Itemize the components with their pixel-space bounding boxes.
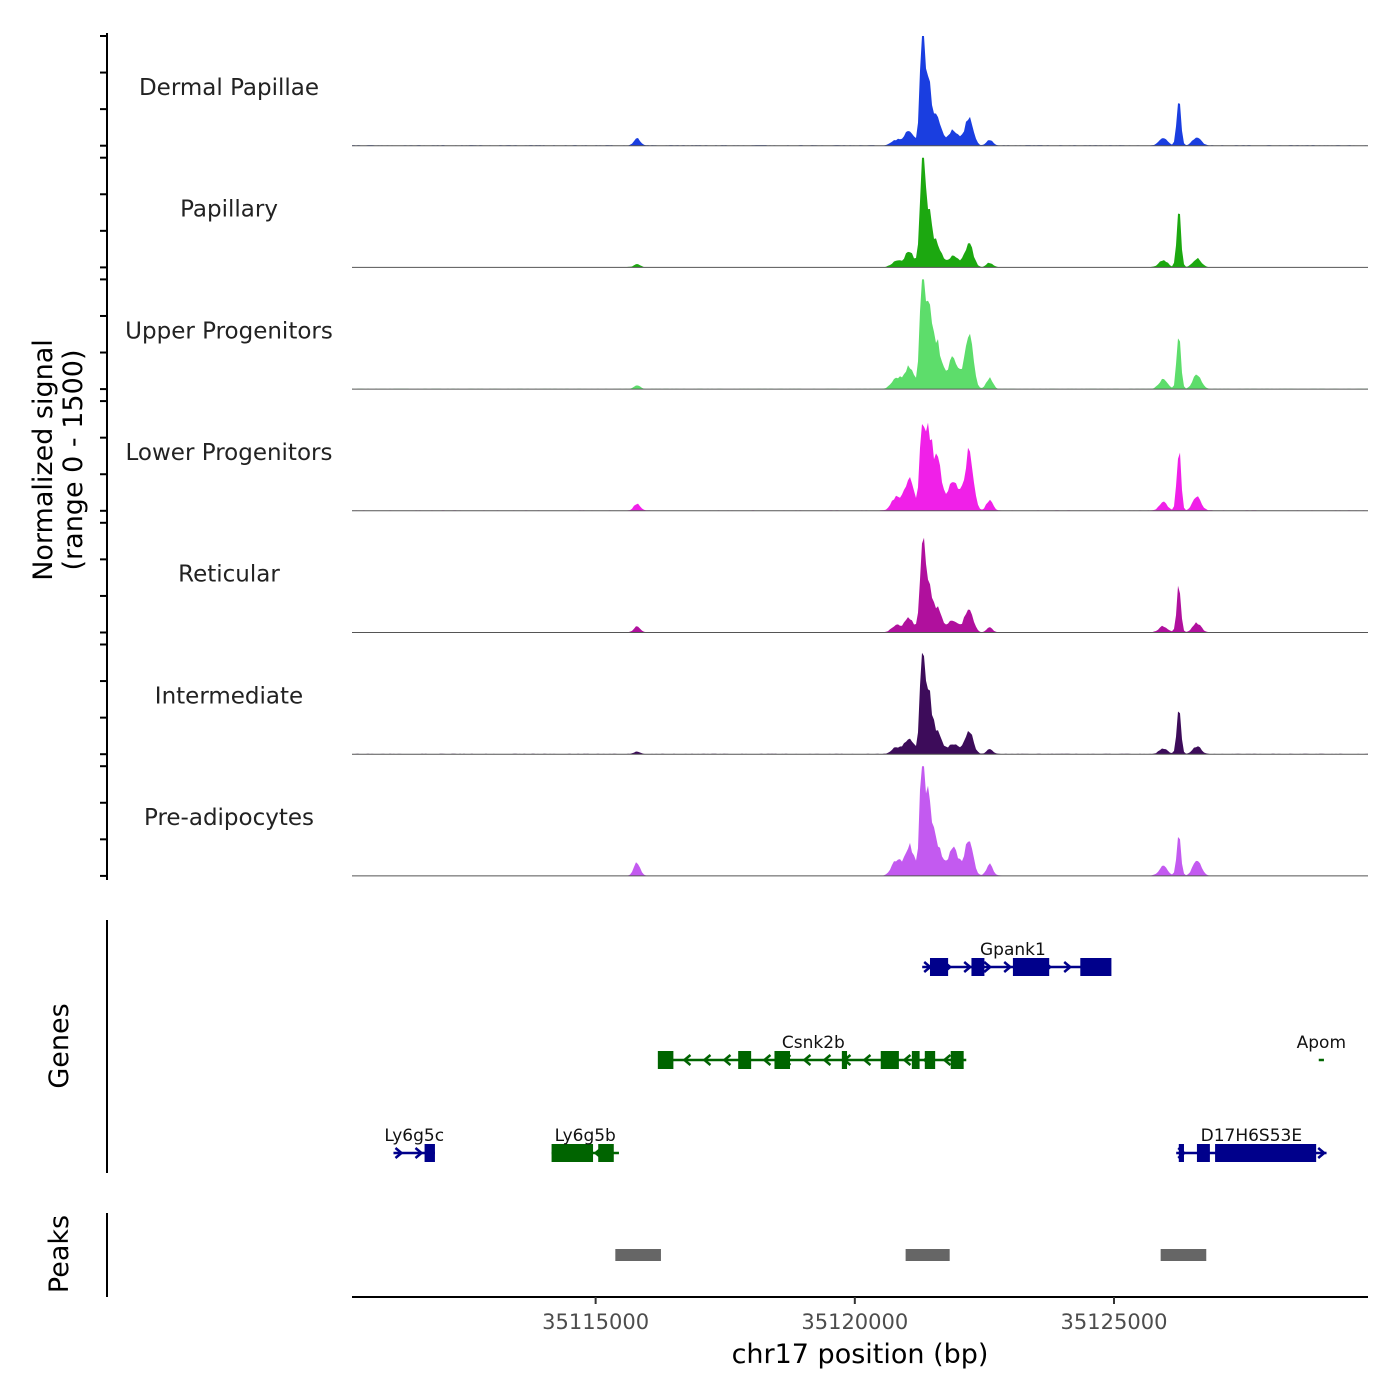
y-axis-label-line2: (range 0 - 1500): [58, 350, 89, 571]
track-papillary: Papillary: [180, 157, 1368, 268]
strand-arrow: [702, 1054, 712, 1066]
x-tick-label: 35120000: [801, 1310, 908, 1334]
track-label-pre-adipocytes: Pre-adipocytes: [144, 805, 314, 831]
gene-gpank1: Gpank1: [922, 940, 1112, 976]
track-label-papillary: Papillary: [180, 197, 278, 223]
gene-csnk2b: Csnk2b: [657, 1033, 967, 1069]
gene-label-apom: Apom: [1297, 1033, 1346, 1053]
peak-region: [615, 1249, 661, 1261]
exon: [1080, 958, 1112, 976]
track-label-dermal-papillae: Dermal Papillae: [139, 75, 319, 101]
x-axis: 35115000 35120000 35125000: [352, 1296, 1368, 1334]
strand-arrow: [722, 1054, 732, 1066]
signal-axis: [100, 33, 108, 880]
strand-arrow: [762, 1054, 772, 1066]
x-tick-label: 35125000: [1061, 1310, 1168, 1334]
exon: [774, 1051, 791, 1069]
strand-arrow: [1317, 1147, 1327, 1159]
exon: [924, 1051, 936, 1069]
exon: [551, 1144, 594, 1162]
gene-label-ly6g5b: Ly6g5b: [555, 1126, 616, 1146]
gene-ly6g5b: Ly6g5b: [551, 1126, 619, 1162]
signal-area-upper-progenitors: [352, 279, 1368, 390]
signal-area-dermal-papillae: [352, 36, 1368, 146]
strand-arrow: [1003, 961, 1013, 973]
exon: [598, 1144, 614, 1162]
signal-area-pre-adipocytes: [352, 766, 1368, 876]
gene-d17h6s53e: D17H6S53E: [1176, 1126, 1327, 1162]
exon: [424, 1144, 435, 1162]
exon: [1012, 958, 1050, 976]
y-axis-label-line1: Normalized signal: [28, 339, 59, 581]
signal-area-papillary: [352, 157, 1368, 268]
track-label-reticular: Reticular: [178, 562, 280, 588]
track-intermediate: Intermediate: [155, 652, 1368, 755]
strand-arrow: [414, 1147, 424, 1159]
peak-region: [905, 1249, 950, 1261]
signal-area-reticular: [352, 537, 1368, 633]
track-upper-progenitors: Upper Progenitors: [125, 279, 1368, 390]
exon: [929, 958, 949, 976]
strand-arrow: [862, 1054, 872, 1066]
track-lower-progenitors: Lower Progenitors: [126, 422, 1368, 512]
exon: [971, 958, 985, 976]
track-dermal-papillae: Dermal Papillae: [139, 36, 1368, 147]
strand-arrow: [983, 961, 993, 973]
gene-apom: Apom: [1297, 1033, 1346, 1062]
exon: [880, 1051, 899, 1069]
track-label-upper-progenitors: Upper Progenitors: [125, 318, 333, 344]
track-reticular: Reticular: [178, 537, 1368, 633]
track-label-intermediate: Intermediate: [155, 683, 303, 709]
x-tick-label: 35115000: [542, 1310, 649, 1334]
exon: [911, 1051, 920, 1069]
x-axis-label: chr17 position (bp): [732, 1339, 989, 1370]
strand-arrow: [963, 961, 973, 973]
gene-label-csnk2b: Csnk2b: [782, 1033, 845, 1053]
exon: [950, 1051, 964, 1069]
peaks-track: [615, 1249, 1207, 1261]
signal-area-lower-progenitors: [352, 422, 1368, 511]
gene-label-gpank1: Gpank1: [980, 940, 1046, 960]
peak-region: [1160, 1249, 1207, 1261]
strand-arrow: [682, 1054, 692, 1066]
exon: [1196, 1144, 1210, 1162]
peaks-label: Peaks: [44, 1215, 75, 1293]
exon: [1215, 1144, 1317, 1162]
strand-arrow: [942, 1054, 952, 1066]
coverage-tracks: Dermal Papillae Papillary Upper Progenitor…: [125, 36, 1368, 877]
exon: [738, 1051, 752, 1069]
genes-label: Genes: [44, 1003, 75, 1088]
exon: [657, 1051, 674, 1069]
strand-arrow: [394, 1147, 404, 1159]
strand-arrow: [822, 1054, 832, 1066]
strand-arrow: [1063, 961, 1073, 973]
track-label-lower-progenitors: Lower Progenitors: [126, 440, 333, 466]
exon: [1178, 1144, 1184, 1162]
gene-label-ly6g5c: Ly6g5c: [384, 1126, 444, 1146]
gene-label-d17h6s53e: D17H6S53E: [1201, 1126, 1303, 1146]
exon: [841, 1051, 848, 1069]
strand-arrow: [802, 1054, 812, 1066]
gene-ly6g5c: Ly6g5c: [384, 1126, 444, 1162]
signal-area-intermediate: [352, 652, 1368, 755]
track-pre-adipocytes: Pre-adipocytes: [144, 766, 1368, 877]
genes-track: Gpank1 Csnk2b Apom Ly6g5c Ly6g5b D17H6S53E: [384, 940, 1346, 1162]
strand-arrow: [902, 1054, 912, 1066]
